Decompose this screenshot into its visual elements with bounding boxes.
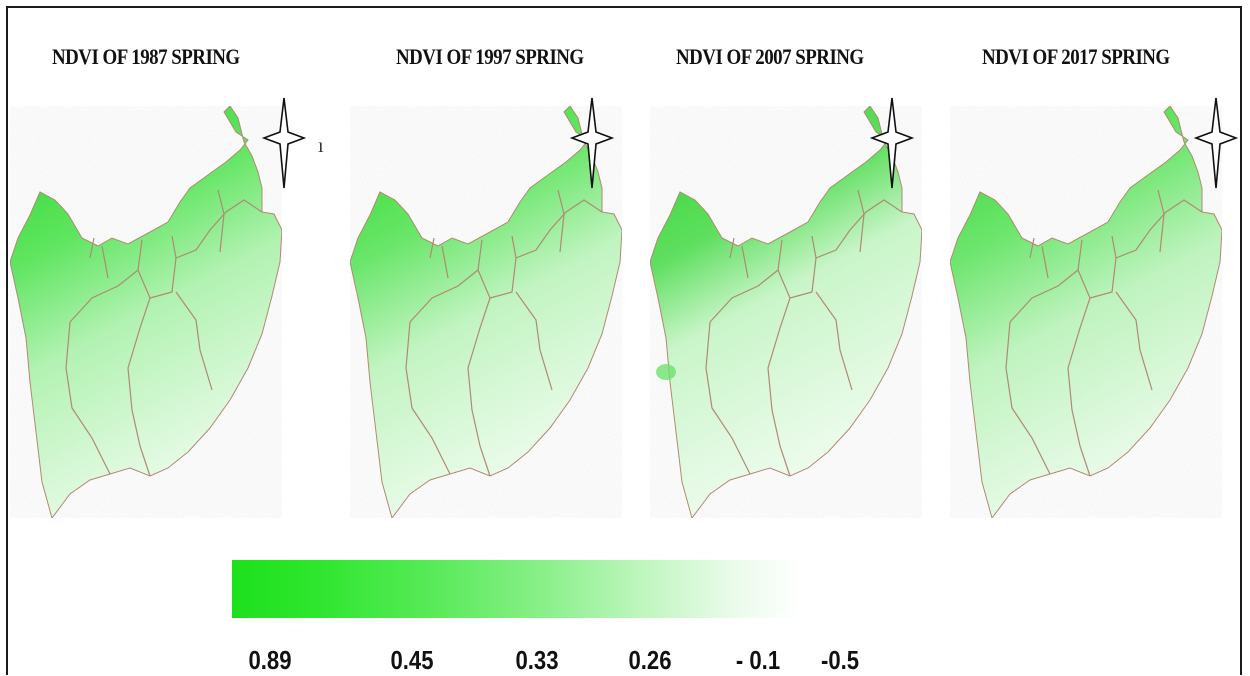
svg-text:ı: ı — [318, 135, 324, 157]
north-arrow-icon — [263, 97, 305, 189]
map-2007 — [649, 97, 923, 519]
map-title-1997: NDVI OF 1997 SPRING — [396, 44, 584, 69]
map-title-2017: NDVI OF 2017 SPRING — [982, 44, 1170, 69]
map-panel-1987: NDVI OF 1987 SPRING — [0, 0, 300, 540]
ndvi-legend — [232, 560, 802, 618]
legend-label-1: 0.89 — [248, 645, 292, 675]
ndvi-color-ramp — [232, 560, 802, 618]
north-arrow-icon — [1195, 97, 1237, 189]
legend-label-4: 0.26 — [628, 645, 672, 675]
map-2017 — [949, 97, 1237, 519]
map-1997 — [349, 97, 623, 519]
map-panel-2007: NDVI OF 2007 SPRING — [640, 0, 940, 540]
legend-label-6: -0.5 — [820, 645, 860, 675]
map-title-2007: NDVI OF 2007 SPRING — [676, 44, 864, 69]
map-panel-1997: NDVI OF 1997 SPRING — [340, 0, 640, 540]
maps-canvas: ı — [9, 97, 1237, 519]
figure-frame — [6, 6, 1242, 675]
legend-label-2: 0.45 — [390, 645, 434, 675]
legend-label-3: 0.33 — [515, 645, 559, 675]
map-title-1987: NDVI OF 1987 SPRING — [52, 44, 240, 69]
legend-label-5: - 0.1 — [735, 645, 781, 675]
map-1987: ı — [9, 97, 324, 519]
map-panel-2017: NDVI OF 2017 SPRING — [940, 0, 1240, 540]
